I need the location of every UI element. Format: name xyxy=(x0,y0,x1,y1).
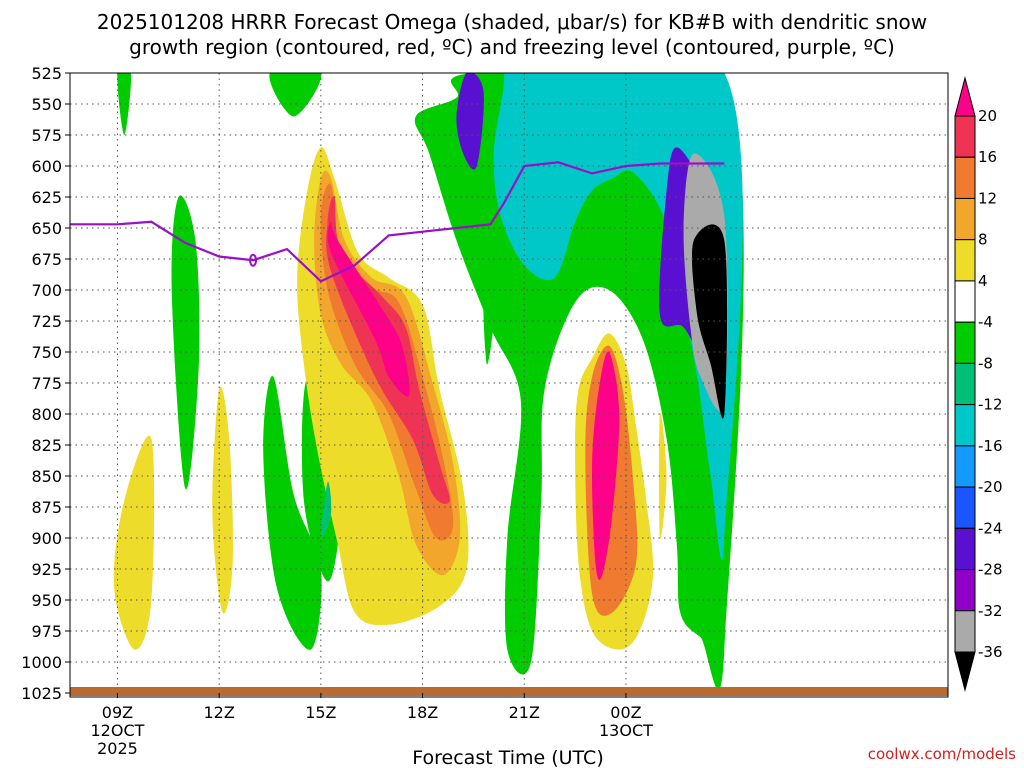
plot-frame xyxy=(69,72,949,698)
y-tick-label-525: 525 xyxy=(31,64,62,83)
colorbar-label-12: 12 xyxy=(978,189,997,207)
colorbar-box-10 xyxy=(954,527,976,571)
x-tick-date-09Z: 12OCT xyxy=(91,721,145,740)
colorbar-label-16: 16 xyxy=(978,148,997,166)
omega-region-21 xyxy=(483,293,494,365)
omega-region-16 xyxy=(263,376,322,650)
colorbar-label--8: -8 xyxy=(978,354,993,372)
colorbar-label--12: -12 xyxy=(978,396,1003,414)
omega-region-23 xyxy=(117,73,132,135)
colorbar-label--4: -4 xyxy=(978,313,993,331)
y-tick-label-775: 775 xyxy=(31,374,62,393)
omega-region-24 xyxy=(269,73,322,117)
colorbar-label--36: -36 xyxy=(978,643,1003,661)
colorbar-label--16: -16 xyxy=(978,437,1003,455)
omega-region-20 xyxy=(320,481,332,539)
omega-region-10 xyxy=(456,73,484,170)
omega-region-17 xyxy=(113,435,155,650)
colorbar-bottom-arrow xyxy=(954,651,976,692)
y-tick-label-975: 975 xyxy=(31,622,62,641)
colorbar-box-6 xyxy=(954,362,976,406)
colorbar-label-8: 8 xyxy=(978,231,988,249)
colorbar-box-7 xyxy=(954,404,976,447)
credit-text: coolwx.com/models xyxy=(868,745,1016,763)
colorbar-label-4: 4 xyxy=(978,272,988,290)
y-tick-label-700: 700 xyxy=(31,281,62,300)
freezing-level-contour xyxy=(70,161,725,283)
omega-shading xyxy=(113,73,744,690)
x-tick-label-00Z: 00Z xyxy=(610,703,641,722)
y-tick-label-650: 650 xyxy=(31,219,62,238)
colorbar-label--24: -24 xyxy=(978,519,1003,537)
ground-terrain xyxy=(70,687,948,696)
omega-region-19 xyxy=(520,505,535,666)
y-tick-label-925: 925 xyxy=(31,560,62,579)
y-tick-label-725: 725 xyxy=(31,312,62,331)
x-tick-label-12Z: 12Z xyxy=(203,703,234,722)
x-tick-label-21Z: 21Z xyxy=(509,703,540,722)
x-tick-date-00Z: 13OCT xyxy=(599,721,653,740)
colorbar-label--32: -32 xyxy=(978,602,1003,620)
y-tick-label-675: 675 xyxy=(31,250,62,269)
grid-lines xyxy=(70,72,948,694)
chart-title-line2: growth region (contoured, red, ºC) and f… xyxy=(129,35,895,59)
y-tick-label-550: 550 xyxy=(31,95,62,114)
y-tick-label-800: 800 xyxy=(31,405,62,424)
colorbar-box-12 xyxy=(954,610,976,653)
colorbar-label-20: 20 xyxy=(978,107,997,125)
omega-region-8 xyxy=(414,73,744,690)
freezing-level-label-marker xyxy=(249,253,258,267)
y-tick-label-750: 750 xyxy=(31,343,62,362)
y-tick-label-950: 950 xyxy=(31,591,62,610)
y-tick-label-825: 825 xyxy=(31,436,62,455)
colorbar-box-8 xyxy=(954,445,976,488)
colorbar-box-0 xyxy=(954,115,976,158)
colorbar-box-2 xyxy=(954,197,976,241)
colorbar-box-5 xyxy=(954,321,976,364)
y-tick-label-875: 875 xyxy=(31,498,62,517)
colorbar-label--20: -20 xyxy=(978,478,1003,496)
y-tick-label-600: 600 xyxy=(31,157,62,176)
x-tick-label-18Z: 18Z xyxy=(407,703,438,722)
omega-region-12 xyxy=(691,224,728,419)
y-tick-label-900: 900 xyxy=(31,529,62,548)
y-axis-ticks: 525 550 575 600 625 650 675 700 725 750 775 800 825 8… xyxy=(21,64,70,703)
freezing-level-line xyxy=(70,161,725,283)
colorbar-top-arrow xyxy=(954,76,976,117)
chart-title-line1: 2025101208 HRRR Forecast Omega (shaded, … xyxy=(97,10,927,34)
x-tick-label-09Z: 09Z xyxy=(102,703,133,722)
x-tick-label-15Z: 15Z xyxy=(305,703,336,722)
omega-region-7 xyxy=(591,351,620,580)
y-tick-label-625: 625 xyxy=(31,188,62,207)
colorbar-box-9 xyxy=(954,486,976,529)
omega-region-4 xyxy=(327,221,410,397)
y-tick-label-575: 575 xyxy=(31,126,62,145)
x-tick-year-09Z: 2025 xyxy=(97,739,138,758)
omega-region-15 xyxy=(171,195,200,490)
colorbar-box-4 xyxy=(954,280,976,323)
colorbar-label--28: -28 xyxy=(978,561,1003,579)
y-tick-label-1025: 1025 xyxy=(21,684,62,703)
colorbar-box-11 xyxy=(954,569,976,612)
colorbar: 20 16 12 8 4 -4 -8 -12 -16 -20 -24 -28 -32 -36 xyxy=(954,76,1003,692)
y-tick-label-850: 850 xyxy=(31,467,62,486)
y-tick-label-1000: 1000 xyxy=(21,653,62,672)
colorbar-box-1 xyxy=(954,156,976,199)
omega-region-18 xyxy=(212,386,233,614)
colorbar-box-3 xyxy=(954,239,976,282)
omega-region-22 xyxy=(659,412,667,540)
x-axis-label: Forecast Time (UTC) xyxy=(412,747,603,768)
